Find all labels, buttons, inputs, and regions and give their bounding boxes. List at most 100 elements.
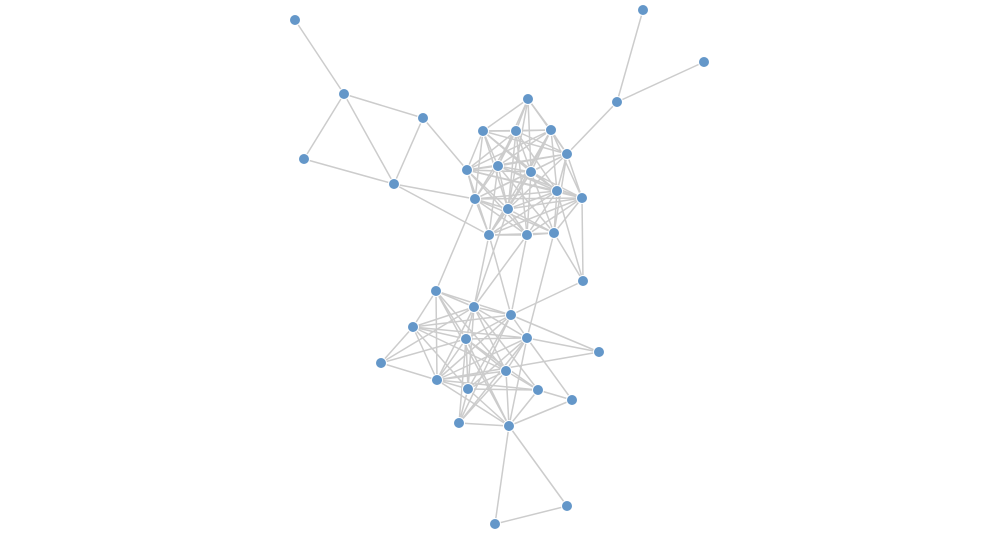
graph-edge xyxy=(508,389,539,427)
graph-node[interactable] xyxy=(561,148,573,160)
graph-node[interactable] xyxy=(375,357,387,369)
graph-edge xyxy=(412,326,467,340)
graph-edge xyxy=(467,388,510,427)
graph-edge xyxy=(393,183,490,236)
graph-node[interactable] xyxy=(460,333,472,345)
graph-node[interactable] xyxy=(576,192,588,204)
graph-node[interactable] xyxy=(388,178,400,190)
graph-edge xyxy=(526,171,532,236)
graph-edge xyxy=(343,93,424,119)
graph-edge xyxy=(488,197,583,236)
graph-edge xyxy=(465,338,469,390)
graph-edge xyxy=(497,129,552,167)
graph-node[interactable] xyxy=(698,56,710,68)
graph-edge xyxy=(343,93,395,185)
graph-edge xyxy=(510,234,528,316)
graph-edge xyxy=(435,290,507,372)
graph-edge xyxy=(412,290,437,328)
graph-edge xyxy=(474,190,558,200)
graph-node[interactable] xyxy=(551,185,563,197)
graph-edge xyxy=(473,208,509,308)
graph-node[interactable] xyxy=(289,14,301,26)
graph-edge xyxy=(494,505,568,525)
graph-edge xyxy=(435,290,510,427)
graph-edge xyxy=(466,129,552,171)
graph-edge xyxy=(473,234,490,308)
graph-node[interactable] xyxy=(503,420,515,432)
graph-edge xyxy=(436,379,510,427)
graph-edge xyxy=(422,117,468,171)
graph-node[interactable] xyxy=(525,166,537,178)
graph-edge xyxy=(458,422,510,427)
graph-node[interactable] xyxy=(502,203,514,215)
graph-node[interactable] xyxy=(522,93,534,105)
graph-edge xyxy=(526,197,583,236)
graph-edge xyxy=(526,232,555,339)
graph-node[interactable] xyxy=(468,301,480,313)
graph-node[interactable] xyxy=(611,96,623,108)
graph-node[interactable] xyxy=(510,125,522,137)
graph-node[interactable] xyxy=(417,112,429,124)
graph-node[interactable] xyxy=(453,417,465,429)
graph-node[interactable] xyxy=(407,321,419,333)
graph-edge xyxy=(505,370,510,427)
graph-node[interactable] xyxy=(338,88,350,100)
graph-node[interactable] xyxy=(500,365,512,377)
graph-node[interactable] xyxy=(483,229,495,241)
graph-edge xyxy=(465,338,510,427)
graph-edge xyxy=(507,208,555,234)
graph-edge xyxy=(474,197,583,200)
graph-edge xyxy=(466,130,484,171)
graph-edge xyxy=(488,234,512,316)
graph-edge xyxy=(467,388,539,391)
graph-edge xyxy=(458,314,512,424)
edge-layer xyxy=(294,9,705,525)
graph-node[interactable] xyxy=(462,383,474,395)
graph-node[interactable] xyxy=(521,332,533,344)
graph-edge xyxy=(393,183,476,200)
graph-node[interactable] xyxy=(505,309,517,321)
graph-edge xyxy=(494,425,510,525)
graph-edge xyxy=(474,171,532,200)
graph-node[interactable] xyxy=(561,500,573,512)
graph-node[interactable] xyxy=(566,394,578,406)
graph-edge xyxy=(616,61,705,103)
graph-node[interactable] xyxy=(545,124,557,136)
graph-node[interactable] xyxy=(431,374,443,386)
graph-edge xyxy=(508,425,568,507)
graph-node[interactable] xyxy=(477,125,489,137)
graph-edge xyxy=(553,232,584,282)
graph-edge xyxy=(515,130,532,173)
graph-node[interactable] xyxy=(461,164,473,176)
graph-node[interactable] xyxy=(548,227,560,239)
graph-node[interactable] xyxy=(577,275,589,287)
graph-edge xyxy=(412,326,438,381)
graph-edge xyxy=(380,306,475,364)
graph-edge xyxy=(435,198,476,292)
graph-node[interactable] xyxy=(593,346,605,358)
graph-edge xyxy=(436,370,507,381)
graph-edge xyxy=(497,165,583,199)
graph-edge xyxy=(553,197,583,234)
graph-node[interactable] xyxy=(298,153,310,165)
graph-edge xyxy=(530,171,555,234)
graph-edge xyxy=(436,314,512,381)
graph-edge xyxy=(473,234,528,308)
graph-node[interactable] xyxy=(637,4,649,16)
graph-node[interactable] xyxy=(469,193,481,205)
graph-edge xyxy=(482,98,529,132)
graph-node[interactable] xyxy=(532,384,544,396)
graph-edge xyxy=(473,306,528,339)
graph-edge xyxy=(474,198,490,236)
graph-edge xyxy=(435,290,438,381)
graph-edge xyxy=(526,337,573,401)
graph-edge xyxy=(465,338,539,391)
graph-node[interactable] xyxy=(521,229,533,241)
graph-edge xyxy=(412,314,512,328)
graph-node[interactable] xyxy=(489,518,501,530)
graph-node[interactable] xyxy=(430,285,442,297)
node-layer xyxy=(289,4,710,530)
graph-edge xyxy=(393,117,424,185)
graph-node[interactable] xyxy=(492,160,504,172)
graph-edge xyxy=(473,306,512,316)
